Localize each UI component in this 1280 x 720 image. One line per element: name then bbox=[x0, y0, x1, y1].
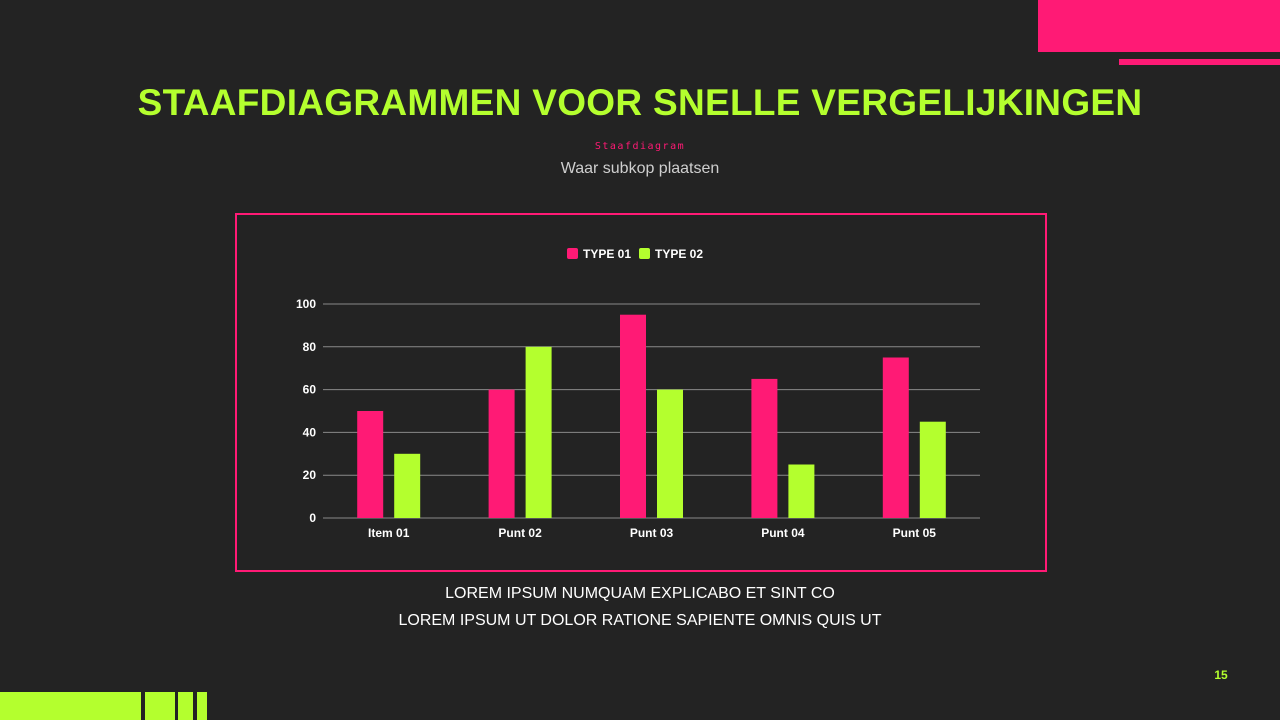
bar-type-01 bbox=[882, 357, 909, 518]
legend-swatch bbox=[567, 248, 578, 259]
y-tick-label: 20 bbox=[303, 468, 317, 482]
y-tick-label: 80 bbox=[303, 340, 317, 354]
y-tick-label: 100 bbox=[296, 297, 316, 311]
chart-frame bbox=[235, 213, 1047, 572]
bar-type-02 bbox=[919, 421, 946, 518]
deco-green-bar bbox=[178, 692, 193, 720]
slide-title: STAAFDIAGRAMMEN VOOR SNELLE VERGELIJKING… bbox=[137, 82, 1143, 123]
y-tick-label: 60 bbox=[303, 383, 317, 397]
bar-type-02 bbox=[394, 453, 421, 518]
bar-type-01 bbox=[488, 389, 515, 518]
slide-kicker: Staafdiagram bbox=[594, 141, 686, 152]
legend-swatch bbox=[639, 248, 650, 259]
page-number: 15 bbox=[1214, 668, 1228, 682]
x-tick-label: Punt 02 bbox=[498, 526, 542, 540]
y-tick-label: 0 bbox=[309, 511, 316, 525]
legend-label: TYPE 02 bbox=[655, 247, 703, 261]
deco-green-bar bbox=[0, 692, 141, 720]
bar-type-01 bbox=[751, 378, 778, 518]
x-tick-label: Item 01 bbox=[368, 526, 410, 540]
deco-pink-stripe bbox=[1119, 59, 1280, 65]
deco-pink-block bbox=[1038, 0, 1280, 52]
bar-type-02 bbox=[788, 464, 815, 518]
y-tick-label: 40 bbox=[303, 425, 317, 439]
deco-green-bar bbox=[145, 692, 175, 720]
body-text-line-2: LOREM IPSUM UT DOLOR RATIONE SAPIENTE OM… bbox=[398, 612, 882, 629]
x-tick-label: Punt 05 bbox=[893, 526, 937, 540]
x-tick-label: Punt 04 bbox=[761, 526, 805, 540]
bar-type-02 bbox=[525, 346, 552, 518]
slide-subtitle: Waar subkop plaatsen bbox=[560, 160, 720, 177]
legend-label: TYPE 01 bbox=[583, 247, 631, 261]
body-text-line-1: LOREM IPSUM NUMQUAM EXPLICABO ET SINT CO bbox=[445, 585, 835, 602]
x-tick-label: Punt 03 bbox=[630, 526, 674, 540]
bar-type-01 bbox=[357, 411, 384, 518]
bar-type-01 bbox=[620, 314, 646, 518]
deco-green-bar bbox=[197, 692, 207, 720]
bar-type-02 bbox=[657, 389, 683, 518]
